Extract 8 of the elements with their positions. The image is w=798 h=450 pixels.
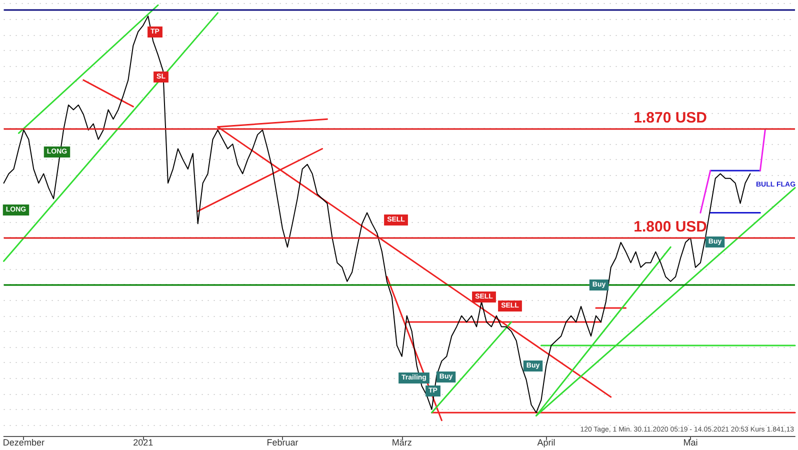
x-tick-label: Dezember bbox=[2, 438, 44, 448]
ref-line-label: 1.870 USD bbox=[634, 109, 708, 126]
x-tick-label: 2021 bbox=[133, 438, 154, 448]
x-tick-label: April bbox=[537, 438, 556, 448]
x-tick-label: Mai bbox=[683, 438, 698, 448]
x-tick-label: März bbox=[392, 438, 412, 448]
x-tick-label: Februar bbox=[266, 438, 298, 448]
ref-line-label: 1.800 USD bbox=[634, 218, 708, 236]
